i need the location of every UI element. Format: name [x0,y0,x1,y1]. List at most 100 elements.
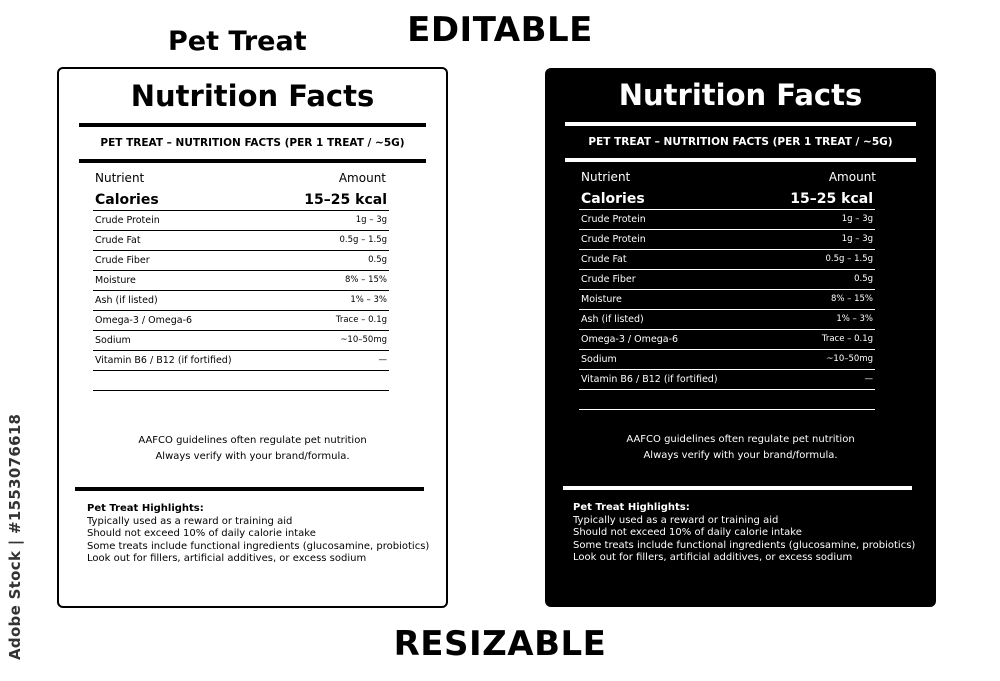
nutrient-name: Crude Fiber [93,250,277,271]
nutrient-name: Ash (if listed) [579,309,763,330]
table-row: Sodium ~10–50mg [93,330,389,351]
nutrient-value: 8% – 15% [276,270,389,291]
stock-credit: Adobe Stock | #1553076618 [6,413,24,660]
table-row: Crude Protein 1g – 3g [579,209,875,230]
nutrient-value: — [276,350,389,371]
guideline-line: AAFCO guidelines often regulate pet nutr… [626,434,855,445]
table-row: Crude Protein 1g – 3g [93,210,389,231]
nutrient-name: Crude Protein [93,210,277,231]
divider [565,158,916,162]
divider [79,159,426,163]
table-header: Nutrient Amount [581,170,876,184]
table-row: Sodium ~10–50mg [579,349,875,370]
nutrient-name: Ash (if listed) [93,290,277,311]
table-row: Omega-3 / Omega-6 Trace – 0.1g [579,329,875,350]
highlights-title: Pet Treat Highlights: [573,502,690,513]
pet-treat-label: Pet Treat [168,26,307,57]
nutrient-column-header: Nutrient [581,170,631,184]
divider [79,123,426,127]
nutrient-value: 1g – 3g [762,229,875,250]
table-row: Moisture 8% – 15% [579,289,875,310]
nutrient-name: Vitamin B6 / B12 (if fortified) [579,369,763,390]
nutrient-name: Calories [579,189,763,210]
highlights-section: Pet Treat Highlights: Typically used as … [87,503,429,566]
highlight-item: Typically used as a reward or training a… [573,514,779,526]
nutrient-name: Crude Fat [93,230,277,251]
table-row [93,370,389,391]
nutrient-name: Crude Fat [579,249,763,270]
table-row: Moisture 8% – 15% [93,270,389,291]
highlights-section: Pet Treat Highlights: Typically used as … [573,502,915,565]
table-row: Crude Fiber 0.5g [579,269,875,290]
nutrient-name: Moisture [579,289,763,310]
highlight-item: Should not exceed 10% of daily calorie i… [573,527,802,538]
nutrient-name: Crude Protein [579,229,763,250]
nutrient-value: ~10–50mg [276,330,389,351]
nutrient-name: Omega-3 / Omega-6 [93,310,277,331]
guideline-line: Always verify with your brand/formula. [155,451,350,462]
guideline-line: Always verify with your brand/formula. [643,450,838,461]
table-row: Crude Fiber 0.5g [93,250,389,271]
nutrient-name: Vitamin B6 / B12 (if fortified) [93,350,277,371]
nutrient-value: — [762,369,875,390]
highlight-item: Some treats include functional ingredien… [573,539,916,551]
nutrition-panel-dark: Nutrition Facts PET TREAT – NUTRITION FA… [545,68,936,607]
nutrient-value: 1g – 3g [762,209,875,230]
nutrient-value: Trace – 0.1g [762,329,875,350]
table-row: Omega-3 / Omega-6 Trace – 0.1g [93,310,389,331]
nutrient-name: Sodium [93,330,277,351]
table-row [579,389,875,410]
table-row: Calories 15–25 kcal [579,189,875,210]
nutrient-value: 1g – 3g [276,210,389,231]
editable-heading: EDITABLE [407,10,593,50]
panel-title: Nutrition Facts [618,78,863,112]
nutrient-column-header: Nutrient [95,171,145,185]
table-row: Crude Fat 0.5g – 1.5g [93,230,389,251]
table-row: Vitamin B6 / B12 (if fortified) — [579,369,875,390]
guideline-note: AAFCO guidelines often regulate pet nutr… [545,432,936,464]
highlight-item: Typically used as a reward or training a… [87,515,293,527]
highlight-item: Look out for fillers, artificial additiv… [573,552,853,563]
resizable-heading: RESIZABLE [393,624,607,664]
nutrient-value: 1% – 3% [276,290,389,311]
table-row: Calories 15–25 kcal [93,190,389,211]
amount-column-header: Amount [828,170,876,184]
panel-subtitle: PET TREAT – NUTRITION FACTS (PER 1 TREAT… [100,137,405,149]
highlight-item: Some treats include functional ingredien… [87,540,430,552]
nutrient-value: 15–25 kcal [762,189,875,210]
nutrient-value: 0.5g [276,250,389,271]
nutrient-name: Sodium [579,349,763,370]
table-header: Nutrient Amount [95,171,386,185]
table-row: Crude Fat 0.5g – 1.5g [579,249,875,270]
nutrient-table: Calories 15–25 kcal Crude Protein 1g – 3… [579,189,875,410]
table-row: Ash (if listed) 1% – 3% [93,290,389,311]
divider [75,487,424,491]
nutrient-value: Trace – 0.1g [276,310,389,331]
nutrient-name: Omega-3 / Omega-6 [579,329,763,350]
divider [565,122,916,126]
highlights-title: Pet Treat Highlights: [87,503,204,514]
nutrient-value: 15–25 kcal [276,190,389,211]
nutrient-value: 0.5g [762,269,875,290]
nutrient-value: 0.5g – 1.5g [762,249,875,270]
divider [563,486,912,490]
guideline-note: AAFCO guidelines often regulate pet nutr… [59,433,446,465]
table-row: Vitamin B6 / B12 (if fortified) — [93,350,389,371]
guideline-line: AAFCO guidelines often regulate pet nutr… [138,435,367,446]
table-row: Crude Protein 1g – 3g [579,229,875,250]
panel-title: Nutrition Facts [130,79,375,113]
highlight-item: Should not exceed 10% of daily calorie i… [87,528,316,539]
nutrient-name: Crude Protein [579,209,763,230]
nutrient-name: Calories [93,190,277,211]
nutrient-name: Moisture [93,270,277,291]
nutrient-table: Calories 15–25 kcal Crude Protein 1g – 3… [93,190,389,391]
nutrient-value: 8% – 15% [762,289,875,310]
nutrient-value: 0.5g – 1.5g [276,230,389,251]
highlight-item: Look out for fillers, artificial additiv… [87,553,367,564]
nutrient-value: 1% – 3% [762,309,875,330]
panel-subtitle: PET TREAT – NUTRITION FACTS (PER 1 TREAT… [588,136,893,148]
nutrient-name: Crude Fiber [579,269,763,290]
table-row: Ash (if listed) 1% – 3% [579,309,875,330]
nutrition-panel-light: Nutrition Facts PET TREAT – NUTRITION FA… [57,67,448,608]
nutrient-value: ~10–50mg [762,349,875,370]
